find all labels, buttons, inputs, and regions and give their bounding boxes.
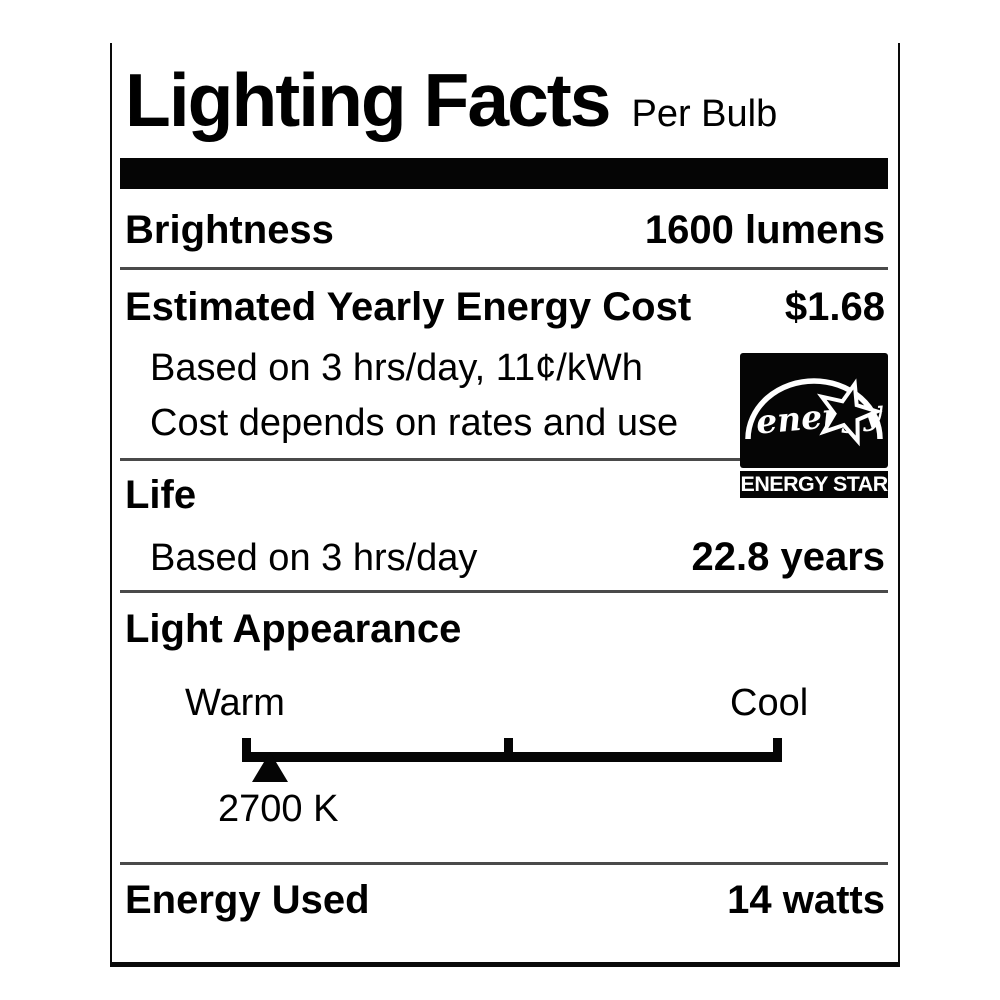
label-title: Lighting Facts: [125, 58, 611, 142]
life-value: 22.8 years: [691, 535, 885, 579]
brightness-value: 1600 lumens: [644, 208, 885, 252]
energy-star-mark: energy: [740, 353, 888, 468]
energy-used-value: 14 watts: [727, 878, 885, 922]
section-divider: [120, 862, 888, 865]
energy-star-logo: energy ENERGY STAR: [740, 353, 888, 498]
temperature-marker-triangle-icon: [252, 752, 289, 782]
brightness-row: Brightness 1600 lumens: [125, 206, 885, 254]
title-separator-bar: [120, 158, 888, 189]
energy-cost-disclaimer: Cost depends on rates and use: [150, 402, 679, 444]
life-row: Based on 3 hrs/day 22.8 years: [125, 533, 885, 582]
energy-star-background: [740, 353, 888, 468]
scale-tick-warm: [242, 738, 251, 762]
energy-star-caption-bar: ENERGY STAR: [740, 471, 888, 498]
energy-used-label: Energy Used: [125, 878, 370, 922]
energy-cost-basis: Based on 3 hrs/day, 11¢/kWh: [150, 347, 643, 389]
title-row: Lighting Facts Per Bulb: [125, 63, 777, 138]
scale-tick-cool: [773, 738, 782, 762]
label-subtitle: Per Bulb: [631, 93, 778, 135]
light-appearance-label: Light Appearance: [125, 607, 462, 651]
star-icon: [816, 378, 883, 447]
warm-label: Warm: [185, 682, 285, 724]
scale-tick-middle: [504, 738, 513, 762]
section-divider: [120, 590, 888, 593]
section-divider: [120, 267, 888, 270]
scale-bar: [242, 752, 782, 762]
life-label: Life: [125, 473, 197, 517]
brightness-label: Brightness: [125, 208, 334, 252]
temperature-scale: [242, 738, 782, 828]
energy-cost-value: $1.68: [784, 285, 885, 329]
lighting-facts-label: Lighting Facts Per Bulb Brightness 1600 …: [110, 43, 900, 967]
temperature-value: 2700 K: [218, 788, 339, 830]
cool-label: Cool: [730, 682, 809, 724]
section-divider: [120, 458, 888, 461]
life-basis: Based on 3 hrs/day: [150, 537, 478, 579]
energy-cost-label: Estimated Yearly Energy Cost: [125, 285, 692, 329]
energy-cost-row: Estimated Yearly Energy Cost $1.68: [125, 283, 885, 331]
energy-star-caption: ENERGY STAR: [740, 472, 888, 496]
energy-used-row: Energy Used 14 watts: [125, 876, 885, 924]
